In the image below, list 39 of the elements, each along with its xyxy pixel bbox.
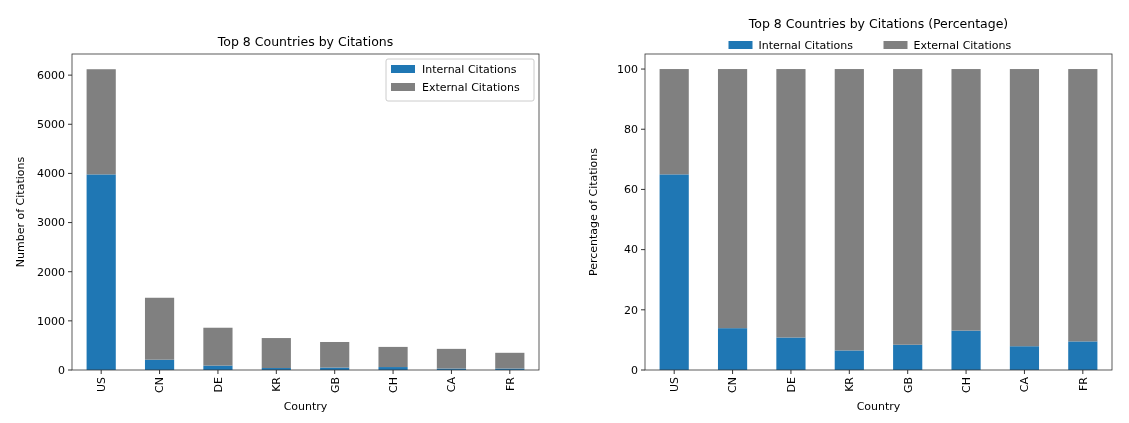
legend-label: Internal Citations (758, 38, 854, 52)
y-tick-label: 40 (624, 243, 638, 257)
x-tick-label: CA (445, 376, 459, 393)
y-tick-label: 5000 (37, 118, 65, 132)
y-tick-label: 0 (58, 363, 65, 377)
x-tick-label: FR (503, 376, 517, 391)
x-tick-label: DE (784, 376, 798, 393)
chart-title: Top 8 Countries by Citations (Percentage) (747, 16, 1009, 31)
x-tick-label: KR (270, 376, 284, 392)
x-tick-label: DE (211, 376, 225, 393)
x-axis-title: Country (283, 400, 328, 413)
y-axis-title: Percentage of Citations (587, 147, 600, 277)
y-tick-label: 80 (624, 123, 638, 137)
legend-label: External Citations (422, 80, 520, 94)
y-tick-label: 60 (624, 183, 638, 197)
legend-label: External Citations (913, 38, 1012, 52)
x-tick-label: US (95, 377, 109, 393)
y-tick-label: 0 (631, 363, 638, 377)
y-tick-label: 3000 (37, 216, 65, 230)
x-tick-label: KR (843, 376, 857, 392)
y-tick-label: 20 (624, 303, 638, 317)
x-tick-label: CH (386, 377, 400, 393)
chart-title: Top 8 Countries by Citations (216, 34, 394, 49)
y-tick-label: 6000 (37, 68, 65, 82)
x-tick-label: CA (1018, 376, 1032, 393)
y-tick-label: 4000 (37, 167, 65, 181)
x-tick-label: GB (901, 377, 915, 394)
x-tick-label: CN (153, 377, 167, 393)
x-tick-label: US (668, 377, 682, 393)
x-tick-label: FR (1076, 376, 1090, 391)
y-tick-label: 2000 (37, 265, 65, 279)
x-axis-title: Country (856, 400, 901, 413)
x-tick-label: CN (726, 377, 740, 393)
y-tick-label: 1000 (37, 314, 65, 328)
legend-label: Internal Citations (422, 62, 517, 76)
y-axis-title: Number of Citations (14, 156, 27, 268)
x-tick-label: CH (959, 377, 973, 393)
y-tick-label: 100 (617, 62, 638, 76)
x-tick-label: GB (328, 377, 342, 394)
